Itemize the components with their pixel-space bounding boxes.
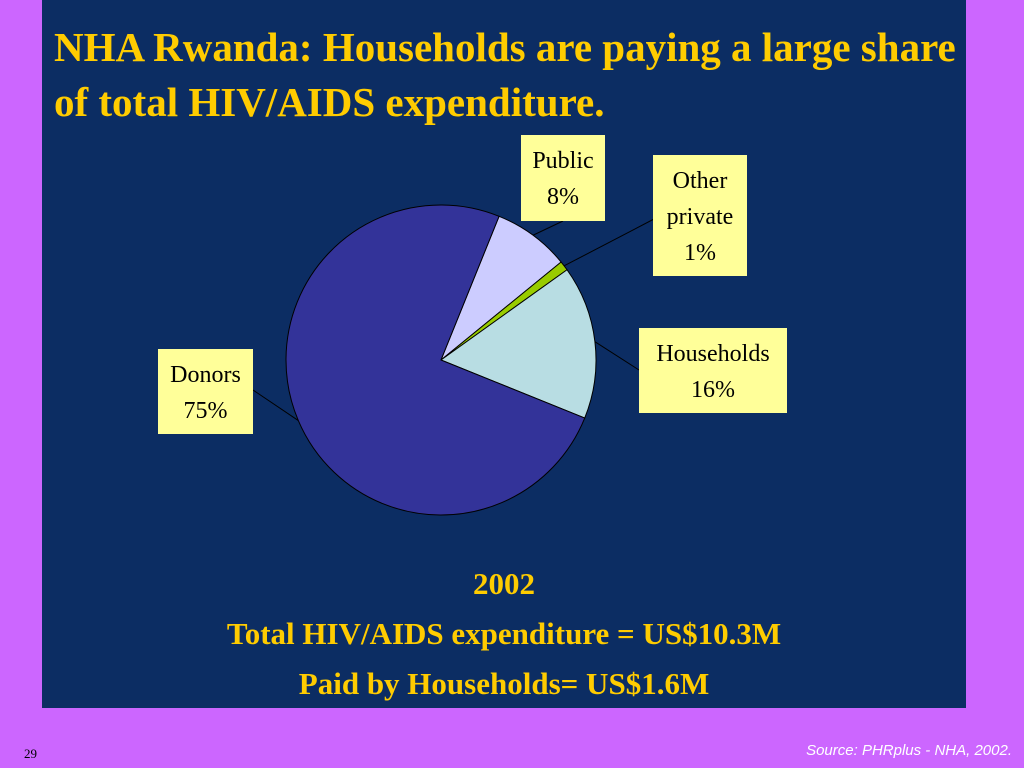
label-other-private-line2: private xyxy=(666,204,734,230)
label-donors-name: Donors xyxy=(170,362,241,388)
label-public: Public 8% xyxy=(521,135,605,221)
chart-year: 2002 xyxy=(473,566,535,601)
pie-chart xyxy=(252,204,655,516)
label-households: Households 16% xyxy=(639,328,787,413)
pie-slice-donors xyxy=(285,204,586,516)
label-donors-value: 75% xyxy=(183,398,228,424)
title-line-1: NHA Rwanda: Households are paying a larg… xyxy=(54,24,956,70)
households-paid-text: Paid by Households= US$1.6M xyxy=(298,666,710,701)
label-households-value: 16% xyxy=(691,377,735,403)
label-public-value: 8% xyxy=(547,184,579,210)
source-note: Source: PHRplus - NHA, 2002. xyxy=(806,742,1012,759)
leader-line-donors xyxy=(252,389,299,421)
page-number: 29 xyxy=(24,746,37,761)
label-other-private-value: 1% xyxy=(684,240,716,266)
slide-panel: NHA Rwanda: Households are paying a larg… xyxy=(42,0,966,708)
total-expenditure-text: Total HIV/AIDS expenditure = US$10.3M xyxy=(226,616,782,651)
label-donors: Donors 75% xyxy=(158,349,253,434)
leader-line-public xyxy=(532,220,564,236)
slide-title: NHA Rwanda: Households are paying a larg… xyxy=(54,20,966,130)
leader-line-households xyxy=(594,341,640,371)
label-other-private: Other private 1% xyxy=(653,155,747,276)
leader-line-other-private xyxy=(563,218,655,267)
label-public-name: Public xyxy=(532,148,594,174)
title-line-2: of total HIV/AIDS expenditure. xyxy=(54,79,605,125)
label-other-private-line1: Other xyxy=(672,168,728,194)
label-households-name: Households xyxy=(656,341,770,367)
